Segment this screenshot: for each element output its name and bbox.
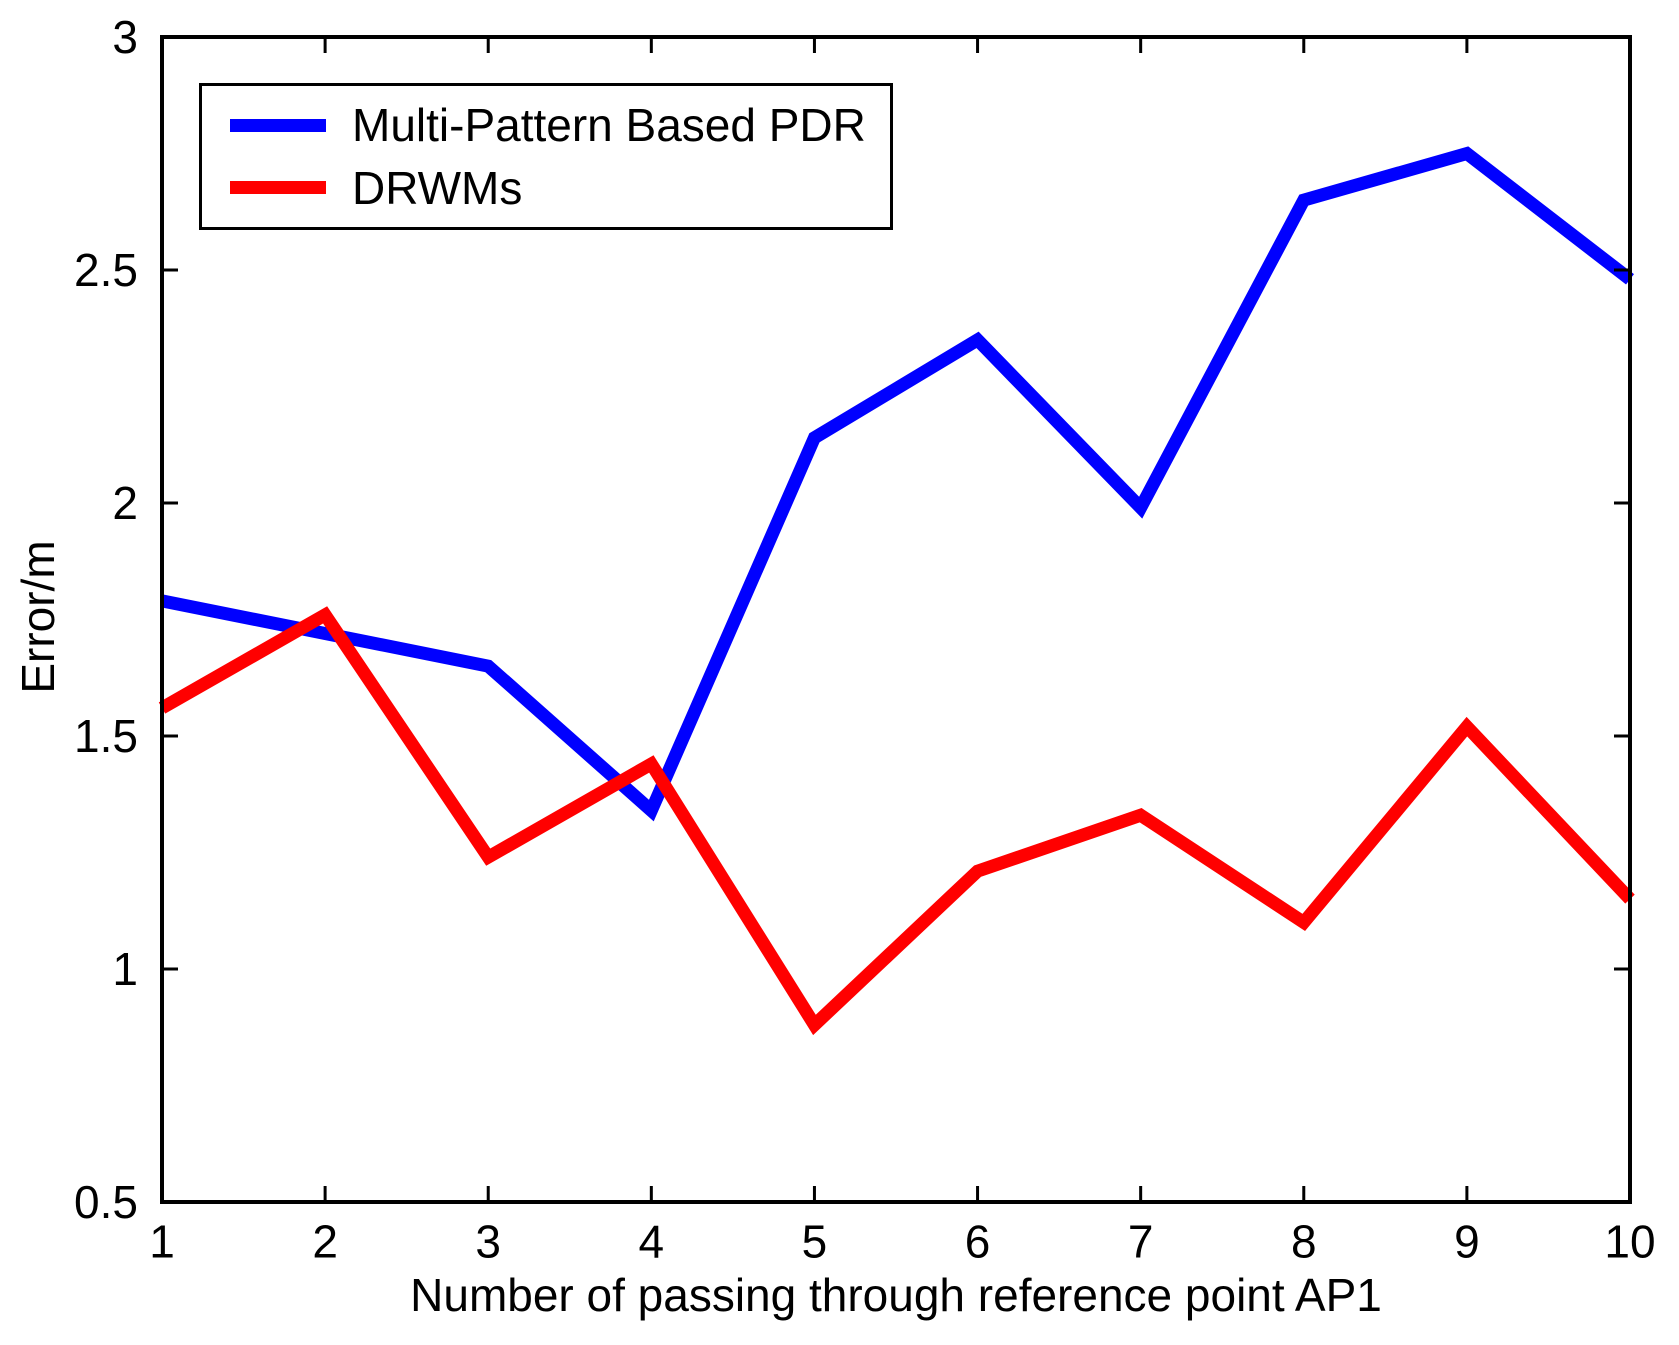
legend-line-sample-blue [230, 118, 326, 132]
x-tick-label: 6 [965, 1216, 991, 1268]
series-line-multi-pattern-based-pdr [160, 146, 1634, 822]
x-axis-label: Number of passing through reference poin… [410, 1269, 1382, 1321]
legend-label: DRWMs [352, 161, 523, 214]
axes-frame [160, 35, 1632, 1204]
y-tick-label: 1 [112, 943, 138, 995]
legend-entry-multi-pattern-based-pdr: Multi-Pattern Based PDR [230, 102, 890, 148]
y-tick-label: 3 [112, 11, 138, 63]
x-tick-label: 8 [1291, 1216, 1317, 1268]
y-tick-label: 0.5 [74, 1176, 138, 1228]
x-tick-label: 1 [149, 1216, 175, 1268]
x-tick-label: 5 [802, 1216, 828, 1268]
x-tick-label: 9 [1454, 1216, 1480, 1268]
y-tick-label: 2 [112, 477, 138, 529]
x-tick-label: 4 [639, 1216, 665, 1268]
legend-label: Multi-Pattern Based PDR [352, 99, 866, 152]
legend: Multi-Pattern Based PDR DRWMs [199, 83, 893, 230]
y-tick-label: 1.5 [74, 710, 138, 762]
x-tick-label: 2 [312, 1216, 338, 1268]
x-tick-label: 3 [475, 1216, 501, 1268]
x-tick-label: 7 [1128, 1216, 1154, 1268]
legend-entry-drwms: DRWMs [230, 165, 890, 211]
y-axis-label: Error/m [12, 540, 64, 694]
x-tick-label: 10 [1604, 1216, 1655, 1268]
legend-line-sample-red [230, 181, 326, 195]
series-line-drwms [158, 606, 1635, 1036]
y-tick-label: 2.5 [74, 244, 138, 296]
